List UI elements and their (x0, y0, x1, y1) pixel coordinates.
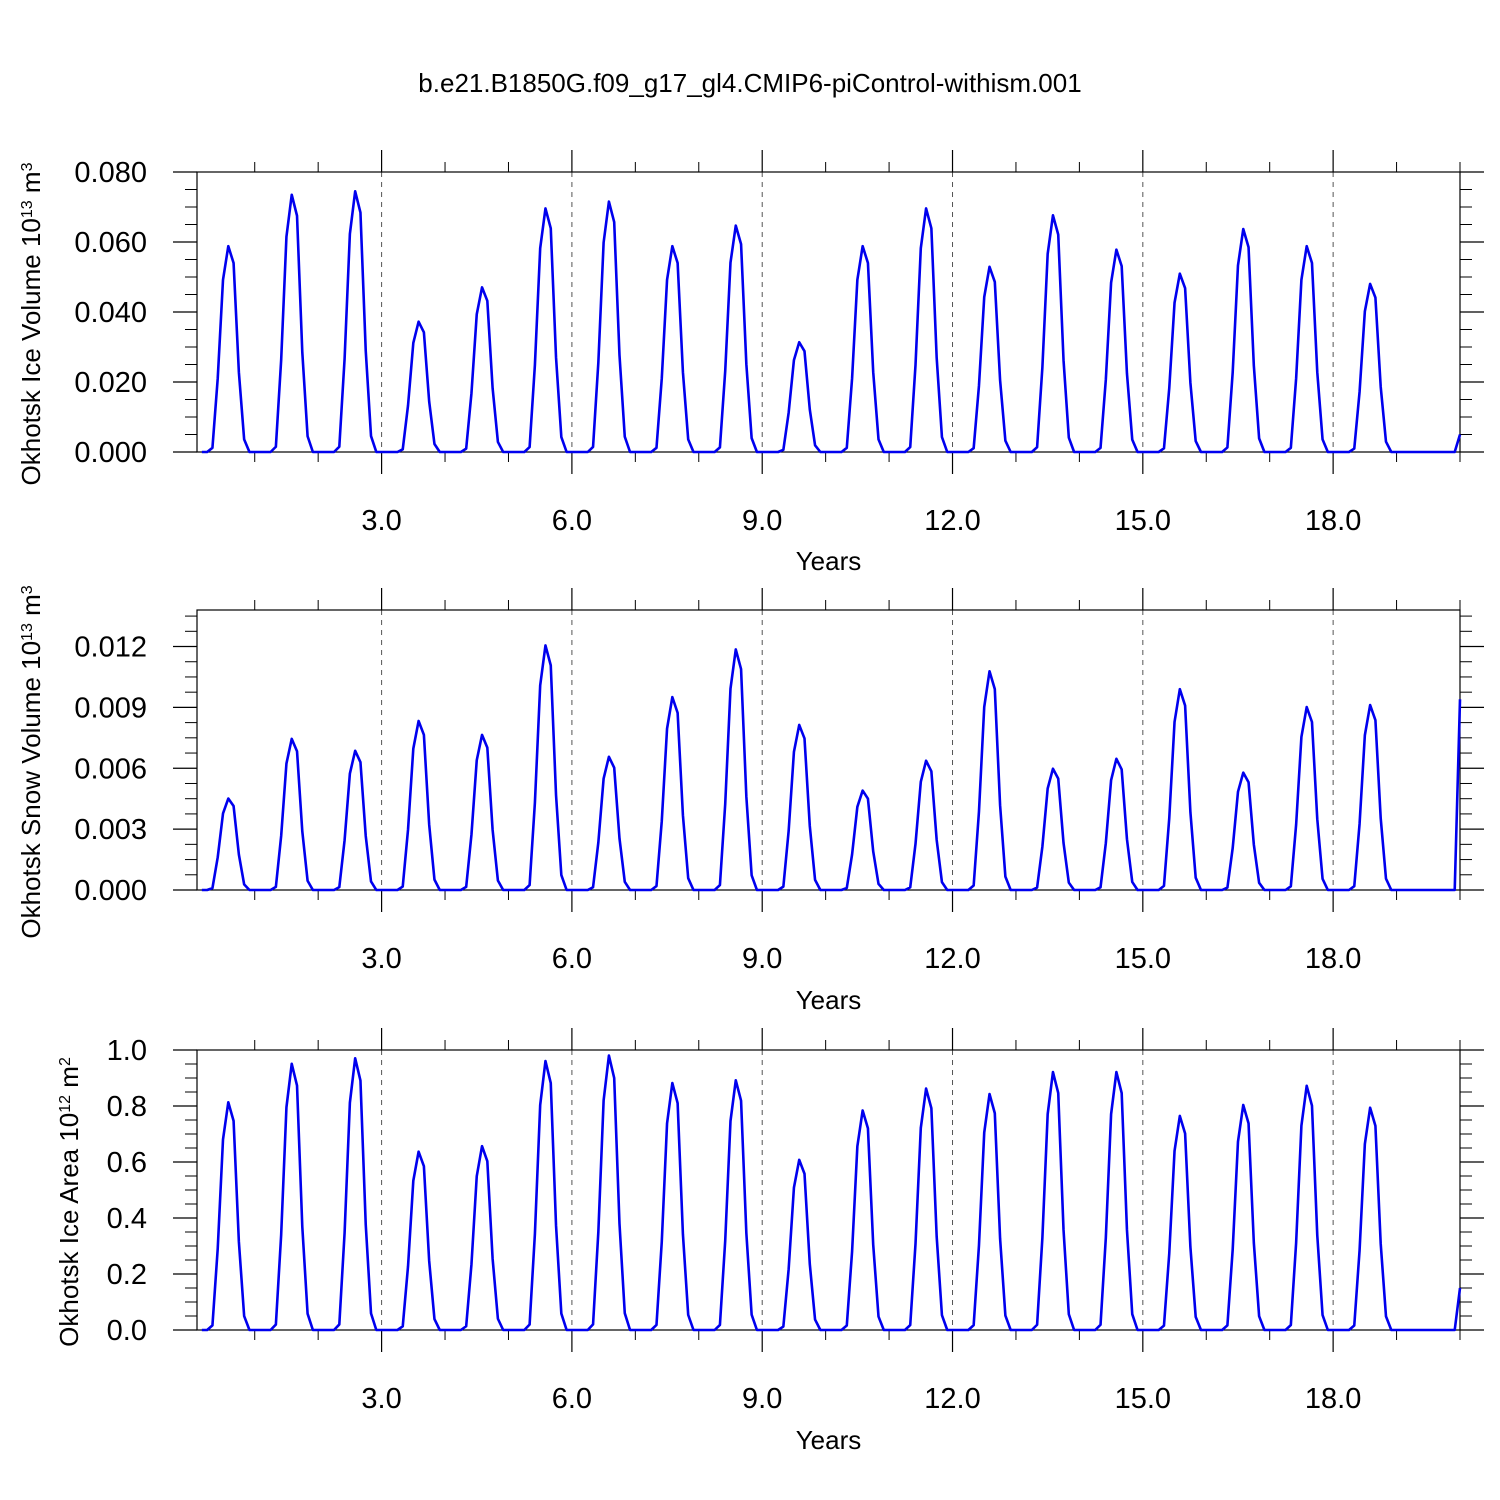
x-tick-label: 3.0 (361, 943, 401, 975)
x-tick-label: 18.0 (1305, 505, 1361, 537)
x-tick-label: 9.0 (742, 505, 782, 537)
plot-frame (196, 1049, 1461, 1331)
y-tick-label: 0.000 (74, 875, 147, 907)
page-title: b.e21.B1850G.f09_g17_gl4.CMIP6-piControl… (418, 68, 1082, 98)
x-tick-label: 6.0 (552, 1383, 592, 1415)
y-tick-label: 0.009 (74, 692, 147, 724)
y-tick-label: 0.006 (74, 753, 147, 785)
x-tick-label: 15.0 (1115, 1383, 1171, 1415)
y-tick-label: 0.2 (107, 1259, 147, 1291)
y-tick-label: 0.080 (74, 157, 147, 189)
x-tick-label: 15.0 (1115, 505, 1171, 537)
series-line (201, 190, 1462, 454)
y-tick-label: 0.060 (74, 227, 147, 259)
y-tick-label: 0.003 (74, 814, 147, 846)
y-tick-label: 0.4 (107, 1203, 147, 1235)
x-tick-label: 9.0 (742, 943, 782, 975)
x-tick-label: 3.0 (361, 1383, 401, 1415)
panel-2: 0.000 0.003 0.006 0.009 0.012 3.0 6.0 9.0 12.0 15… (16, 585, 1484, 1015)
x-tick-label: 6.0 (552, 943, 592, 975)
plot-frame (196, 609, 1461, 891)
y-axis-label: Okhotsk Snow Volume 1013 m3 (16, 585, 46, 938)
x-axis-label: Years (796, 546, 862, 576)
x-tick-label: 18.0 (1305, 1383, 1361, 1415)
y-tick-label: 1.0 (107, 1035, 147, 1067)
y-tick-label: 0.012 (74, 632, 147, 664)
x-tick-label: 15.0 (1115, 943, 1171, 975)
y-tick-label: 0.0 (107, 1315, 147, 1347)
series-line (201, 644, 1462, 892)
panel-1: 0.000 0.020 0.040 0.060 0.080 3.0 6.0 9.0 12.0 15… (16, 150, 1484, 576)
y-tick-label: 0.8 (107, 1091, 147, 1123)
y-tick-label: 0.6 (107, 1147, 147, 1179)
x-tick-label: 3.0 (361, 505, 401, 537)
panel-3: 0.0 0.2 0.4 0.6 0.8 1.0 3.0 6.0 9.0 12.0 15.0 18.0 Y… (54, 1028, 1484, 1455)
y-tick-label: 0.020 (74, 367, 147, 399)
x-axis-label: Years (796, 1425, 862, 1455)
x-axis-label: Years (796, 985, 862, 1015)
y-tick-label: 0.000 (74, 437, 147, 469)
x-tick-label: 18.0 (1305, 943, 1361, 975)
plot-frame (196, 171, 1461, 453)
y-axis-label: Okhotsk Ice Volume 1013 m3 (16, 162, 46, 485)
x-tick-label: 6.0 (552, 505, 592, 537)
y-axis-label: Okhotsk Ice Area 1012 m2 (54, 1057, 84, 1347)
series-line (201, 1054, 1462, 1332)
x-tick-label: 12.0 (924, 505, 980, 537)
x-tick-label: 9.0 (742, 1383, 782, 1415)
x-tick-label: 12.0 (924, 1383, 980, 1415)
y-tick-label: 0.040 (74, 297, 147, 329)
x-tick-label: 12.0 (924, 943, 980, 975)
